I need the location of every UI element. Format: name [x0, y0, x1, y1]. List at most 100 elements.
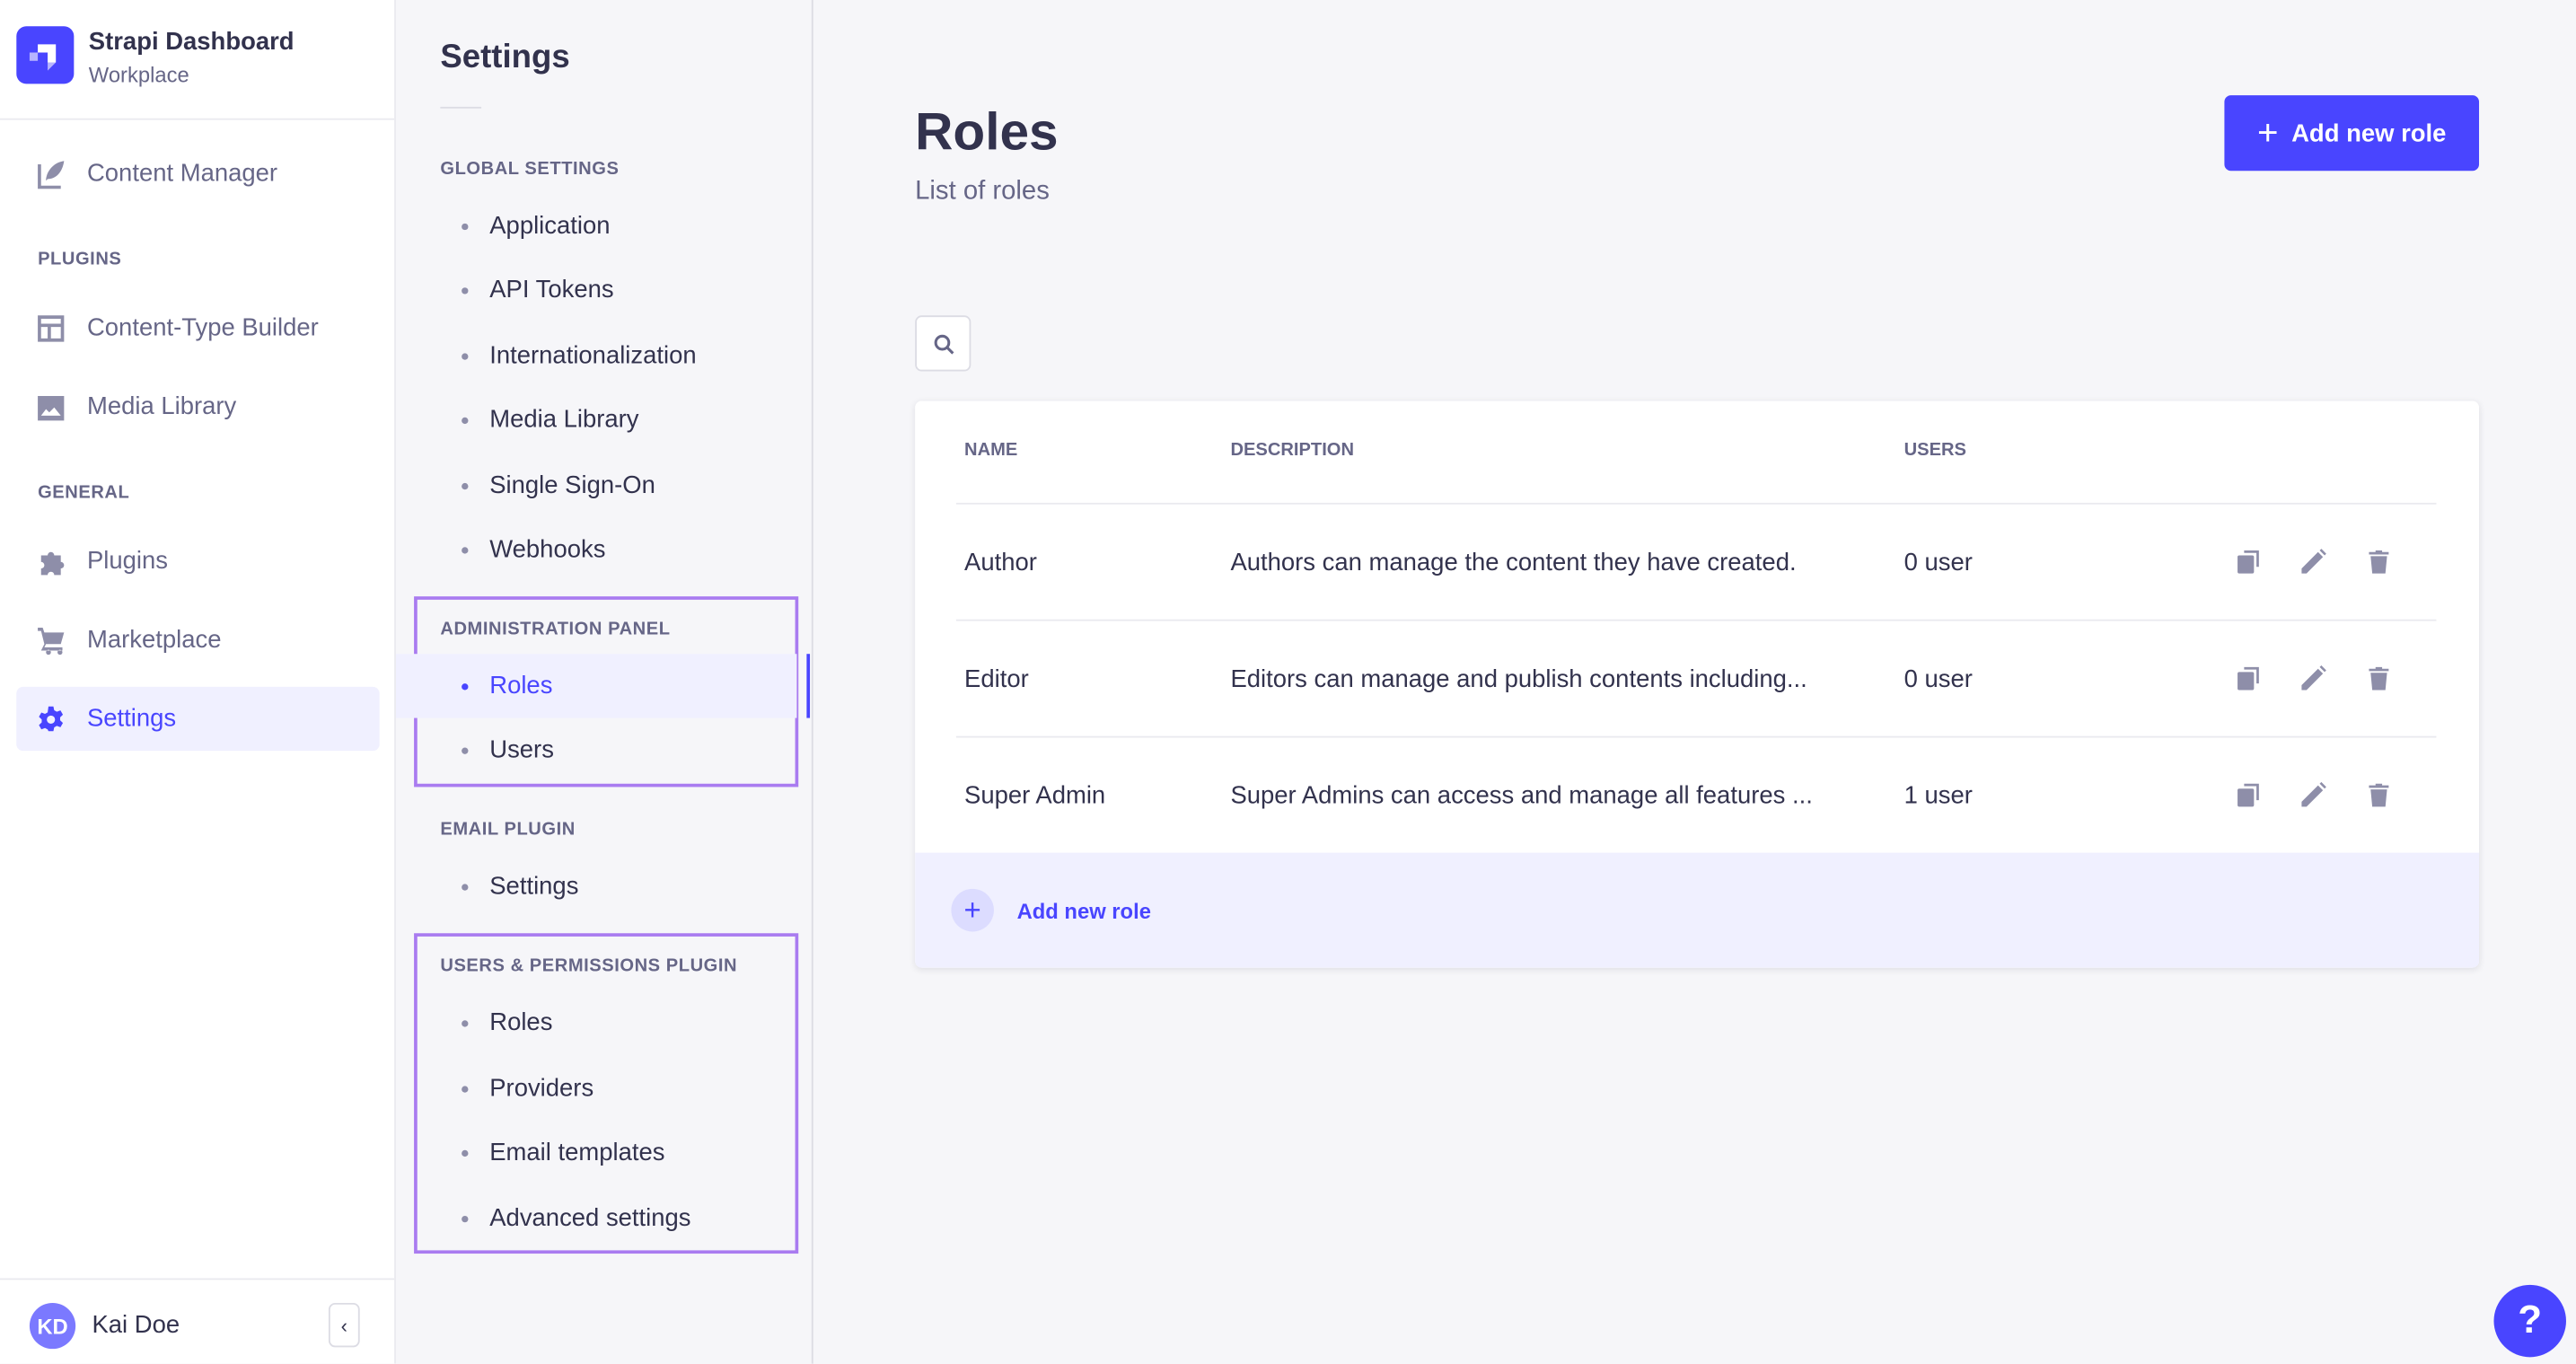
- nav-category-plugins: PLUGINS: [38, 250, 122, 270]
- column-header-name: NAME: [964, 440, 1018, 461]
- role-description: Authors can manage the content they have…: [1230, 548, 1797, 576]
- add-new-role-button[interactable]: + Add new role: [2224, 95, 2480, 172]
- subnav-title: Settings: [440, 39, 570, 76]
- feather-icon: [38, 160, 65, 189]
- collapse-nav-button[interactable]: ‹: [328, 1302, 360, 1348]
- table-row[interactable]: Editor Editors can manage and publish co…: [955, 619, 2437, 736]
- section-global-settings: GLOBAL SETTINGS: [440, 159, 620, 180]
- subnav-advanced-settings[interactable]: Advanced settings: [396, 1186, 796, 1250]
- gear-icon: [39, 705, 64, 731]
- section-administration-panel: ADMINISTRATION PANEL: [440, 619, 671, 639]
- subnav-admin-users[interactable]: Users: [396, 718, 796, 782]
- nav-label: Content-Type Builder: [86, 313, 319, 342]
- subnav-email-templates[interactable]: Email templates: [396, 1121, 796, 1184]
- nav-media-library[interactable]: Media Library: [16, 374, 379, 438]
- search-button[interactable]: [915, 315, 971, 372]
- duplicate-icon[interactable]: [2236, 665, 2262, 691]
- subnav-label: Webhooks: [489, 535, 606, 564]
- role-description: Super Admins can access and manage all f…: [1230, 781, 1813, 810]
- nav-label: Marketplace: [86, 626, 222, 655]
- subnav-api-tokens[interactable]: API Tokens: [396, 258, 796, 321]
- trash-icon[interactable]: [2366, 665, 2392, 691]
- nav-plugins[interactable]: Plugins: [16, 529, 379, 593]
- roles-table: NAME DESCRIPTION USERS Author Authors ca…: [915, 400, 2480, 968]
- subnav-label: Settings: [489, 872, 579, 901]
- active-indicator: [806, 654, 811, 718]
- subnav-media-library[interactable]: Media Library: [396, 388, 796, 452]
- image-icon: [38, 395, 65, 420]
- duplicate-icon[interactable]: [2236, 549, 2262, 575]
- puzzle-icon: [40, 550, 65, 575]
- subnav-internationalization[interactable]: Internationalization: [396, 323, 796, 387]
- subnav-label: Single Sign-On: [489, 471, 655, 500]
- workplace-label: Workplace: [88, 62, 189, 87]
- pencil-icon[interactable]: [2300, 665, 2326, 691]
- pencil-icon[interactable]: [2300, 781, 2326, 808]
- subnav-label: Users: [489, 735, 554, 764]
- plus-icon: +: [2256, 111, 2279, 154]
- add-new-role-footer-button[interactable]: + Add new role: [915, 852, 2480, 968]
- subnav-label: Media Library: [489, 405, 639, 435]
- brand-name: Strapi Dashboard: [88, 28, 295, 57]
- subnav-label: Roles: [489, 1008, 553, 1037]
- divider: [0, 118, 395, 120]
- user-name[interactable]: Kai Doe: [92, 1311, 180, 1340]
- subnav-label: API Tokens: [489, 276, 614, 304]
- table-row[interactable]: Author Authors can manage the content th…: [955, 502, 2437, 620]
- subnav-label: Advanced settings: [489, 1204, 691, 1233]
- subnav-label: Email templates: [489, 1138, 665, 1167]
- layout-icon: [38, 314, 65, 341]
- divider: [440, 106, 482, 109]
- divider: [0, 1278, 395, 1280]
- page-title: Roles: [915, 101, 1059, 162]
- pencil-icon[interactable]: [2300, 549, 2326, 575]
- role-name: Editor: [964, 664, 1029, 693]
- subnav-email-settings[interactable]: Settings: [396, 854, 796, 918]
- subnav-admin-roles[interactable]: Roles: [395, 654, 797, 718]
- trash-icon[interactable]: [2366, 782, 2392, 808]
- column-header-users: USERS: [1903, 440, 1966, 461]
- nav-content-manager[interactable]: Content Manager: [16, 141, 379, 205]
- duplicate-icon[interactable]: [2236, 782, 2262, 808]
- nav-content-type-builder[interactable]: Content-Type Builder: [16, 295, 379, 359]
- nav-label: Plugins: [86, 547, 169, 576]
- role-users: 0 user: [1903, 548, 1973, 576]
- nav-label: Media Library: [86, 392, 237, 421]
- role-name: Author: [964, 548, 1037, 576]
- settings-subnav: Settings GLOBAL SETTINGS Application API…: [395, 0, 813, 1364]
- nav-category-general: GENERAL: [38, 482, 130, 503]
- subnav-single-sign-on[interactable]: Single Sign-On: [396, 453, 796, 517]
- subnav-providers[interactable]: Providers: [396, 1056, 796, 1120]
- column-header-description: DESCRIPTION: [1230, 440, 1355, 461]
- subnav-up-roles[interactable]: Roles: [396, 990, 796, 1054]
- strapi-logo: [16, 26, 75, 84]
- avatar[interactable]: KD: [29, 1302, 76, 1350]
- nav-marketplace[interactable]: Marketplace: [16, 608, 379, 672]
- role-description: Editors can manage and publish contents …: [1230, 664, 1807, 693]
- button-label: Add new role: [2291, 119, 2447, 147]
- section-users-permissions: USERS & PERMISSIONS PLUGIN: [440, 955, 738, 976]
- nav-label: Settings: [86, 704, 177, 734]
- chevron-left-icon: ‹: [340, 1313, 347, 1337]
- role-name: Super Admin: [964, 781, 1106, 810]
- footer-label: Add new role: [1016, 897, 1151, 923]
- section-email-plugin: EMAIL PLUGIN: [440, 820, 576, 840]
- subnav-webhooks[interactable]: Webhooks: [396, 517, 796, 581]
- role-users: 0 user: [1903, 664, 1973, 693]
- page-subtitle: List of roles: [915, 177, 1050, 206]
- role-users: 1 user: [1903, 781, 1973, 810]
- plus-icon: +: [951, 888, 994, 932]
- subnav-label: Roles: [489, 672, 553, 700]
- help-button[interactable]: ?: [2493, 1284, 2566, 1358]
- subnav-label: Internationalization: [489, 341, 697, 370]
- subnav-label: Application: [489, 212, 611, 241]
- subnav-application[interactable]: Application: [396, 194, 796, 258]
- trash-icon[interactable]: [2366, 549, 2392, 575]
- main-nav: Strapi Dashboard Workplace Content Manag…: [0, 0, 396, 1364]
- nav-settings[interactable]: Settings: [16, 686, 380, 752]
- search-icon: [933, 333, 954, 354]
- cart-icon: [38, 627, 65, 655]
- table-row[interactable]: Super Admin Super Admins can access and …: [955, 735, 2437, 853]
- subnav-label: Providers: [489, 1074, 594, 1103]
